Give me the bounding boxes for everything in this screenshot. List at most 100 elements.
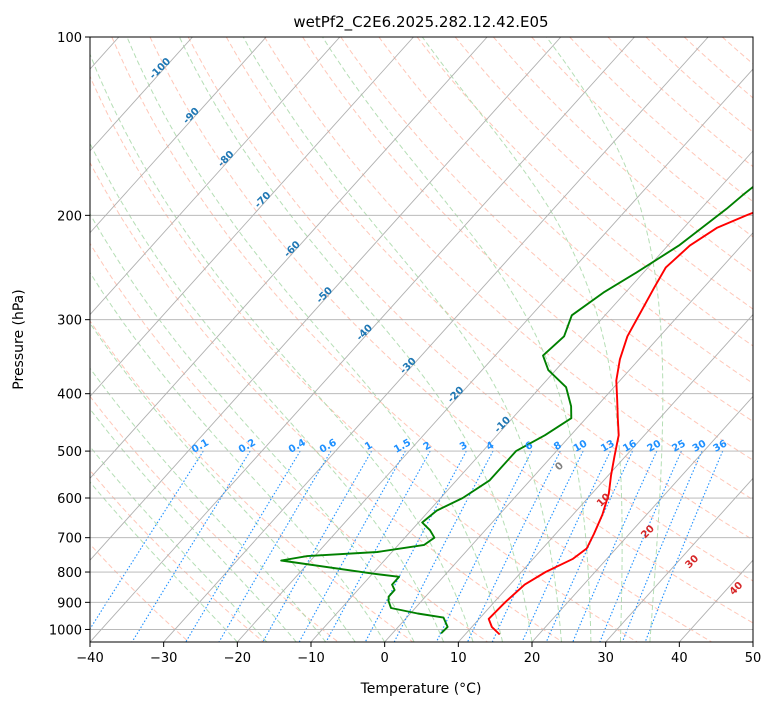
dry-adiabat xyxy=(531,37,753,238)
y-tick-label: 400 xyxy=(57,388,82,403)
mixing-ratio-line xyxy=(393,450,494,642)
moist-adiabat xyxy=(546,37,664,642)
mixing-ratio-label: 10 xyxy=(572,438,590,455)
isotherm-label: -90 xyxy=(181,106,202,127)
cape-label: 10 xyxy=(595,492,613,510)
mixing-ratio-label: 1 xyxy=(363,440,375,453)
isotherm-line xyxy=(90,37,193,152)
mixing-ratio-label: 0.6 xyxy=(318,437,339,455)
x-tick-label: 30 xyxy=(597,651,614,666)
y-tick-label: 800 xyxy=(57,566,82,581)
mixing-ratio-line xyxy=(599,450,682,642)
mixing-ratio-line xyxy=(325,450,431,642)
mixing-ratio-label: 4 xyxy=(485,440,497,453)
mixing-ratio-label: 0.1 xyxy=(190,437,211,455)
mixing-ratio-line xyxy=(621,450,703,642)
isotherm-line xyxy=(678,559,753,642)
x-axis: −40 −30 −20 −10 0 10 20 30 40 50 xyxy=(76,642,761,666)
dry-adiabat xyxy=(90,161,563,642)
x-tick-label: 10 xyxy=(450,651,467,666)
isotherm-line xyxy=(236,68,753,642)
isotherm-line xyxy=(90,37,341,316)
mixing-ratio-label: 13 xyxy=(599,438,617,455)
isotherm-line xyxy=(752,641,753,642)
dry-adiabat xyxy=(90,395,339,642)
isotherm-line xyxy=(163,37,709,642)
moist-adiabat xyxy=(90,212,415,642)
dry-adiabat xyxy=(569,37,753,203)
mixing-ratio-line xyxy=(521,450,611,642)
mixing-ratio-label: 30 xyxy=(691,438,709,455)
moist-adiabat xyxy=(178,37,533,642)
isotherm-line xyxy=(605,477,753,642)
moist-adiabat xyxy=(90,322,356,642)
pressure-gridlines xyxy=(90,37,753,630)
isotherm-line xyxy=(531,395,753,642)
cape-label: 0 xyxy=(553,460,566,473)
mixing-ratio-line xyxy=(491,450,584,642)
isotherm-label: -60 xyxy=(282,239,303,260)
moist-adiabat xyxy=(90,445,268,642)
isotherm-line xyxy=(90,37,562,561)
mixing-ratio-line xyxy=(185,450,301,642)
isopleth-labels: -100-90-80-70-60-50-40-30-20-100.1 0.2 0.4… xyxy=(148,56,746,597)
y-tick-label: 300 xyxy=(57,314,82,329)
dry-adiabat xyxy=(90,469,264,642)
isotherm-line xyxy=(90,37,267,234)
isotherm-line xyxy=(310,150,753,642)
isotherm-label: -70 xyxy=(253,190,274,211)
mixing-ratio-line xyxy=(262,450,373,642)
chart-title: wetPf2_C2E6.2025.282.12.42.E05 xyxy=(293,13,548,32)
y-axis: 100 200 300 400 500 600 700 800 900 1000 xyxy=(49,31,90,638)
moist-adiabat xyxy=(90,142,445,642)
x-tick-label: 20 xyxy=(524,651,541,666)
dry-adiabat xyxy=(225,37,753,541)
isotherm-label: -100 xyxy=(148,56,174,82)
background-lines xyxy=(90,37,753,642)
x-tick-label: 50 xyxy=(745,651,762,666)
mixing-ratio-label: 3 xyxy=(458,440,470,453)
cape-label: 20 xyxy=(639,523,657,541)
x-tick-label: 0 xyxy=(381,651,389,666)
mixing-ratio-label: 8 xyxy=(552,440,564,453)
cape-label: 30 xyxy=(684,553,702,571)
isotherm-label: -10 xyxy=(493,415,514,436)
dry-adiabat xyxy=(454,37,753,310)
mixing-ratio-line xyxy=(572,450,658,642)
mixing-ratio-line xyxy=(435,450,533,642)
x-axis-title: Temperature (°C) xyxy=(360,681,482,697)
isotherm-line xyxy=(90,37,635,642)
y-tick-label: 100 xyxy=(57,31,82,46)
y-tick-label: 700 xyxy=(57,532,82,547)
mixing-ratio-label: 1.5 xyxy=(392,437,413,455)
dry-adiabat xyxy=(340,37,753,423)
y-tick-label: 200 xyxy=(57,209,82,224)
moist-adiabat xyxy=(90,52,474,642)
mixing-ratio-label: 25 xyxy=(670,438,688,455)
x-tick-label: −40 xyxy=(76,651,103,666)
isotherm-line xyxy=(90,37,488,479)
isotherm-label: -40 xyxy=(355,323,376,344)
mixing-ratio-label: 36 xyxy=(712,438,730,455)
y-tick-label: 600 xyxy=(57,492,82,507)
isotherm-line xyxy=(457,313,753,642)
dry-adiabat xyxy=(302,37,753,461)
x-tick-label: 40 xyxy=(671,651,688,666)
moist-adiabat xyxy=(322,37,592,642)
dry-adiabat xyxy=(187,37,753,582)
y-axis-title: Pressure (hPa) xyxy=(11,289,27,389)
dry-adiabat xyxy=(90,543,190,642)
mixing-ratio-line xyxy=(644,450,724,642)
profiles xyxy=(280,185,753,636)
dry-adiabat xyxy=(90,320,414,642)
dry-adiabat xyxy=(149,37,753,624)
mixing-ratio-label: 2 xyxy=(422,440,434,453)
isotherm-line xyxy=(90,37,414,398)
dry-adiabat xyxy=(683,37,753,99)
mixing-ratio-label: 20 xyxy=(646,438,664,455)
mixing-ratio-line xyxy=(298,450,406,642)
moist-adiabat xyxy=(90,271,386,642)
isotherm-label: -80 xyxy=(216,149,237,170)
x-tick-label: −10 xyxy=(297,651,324,666)
